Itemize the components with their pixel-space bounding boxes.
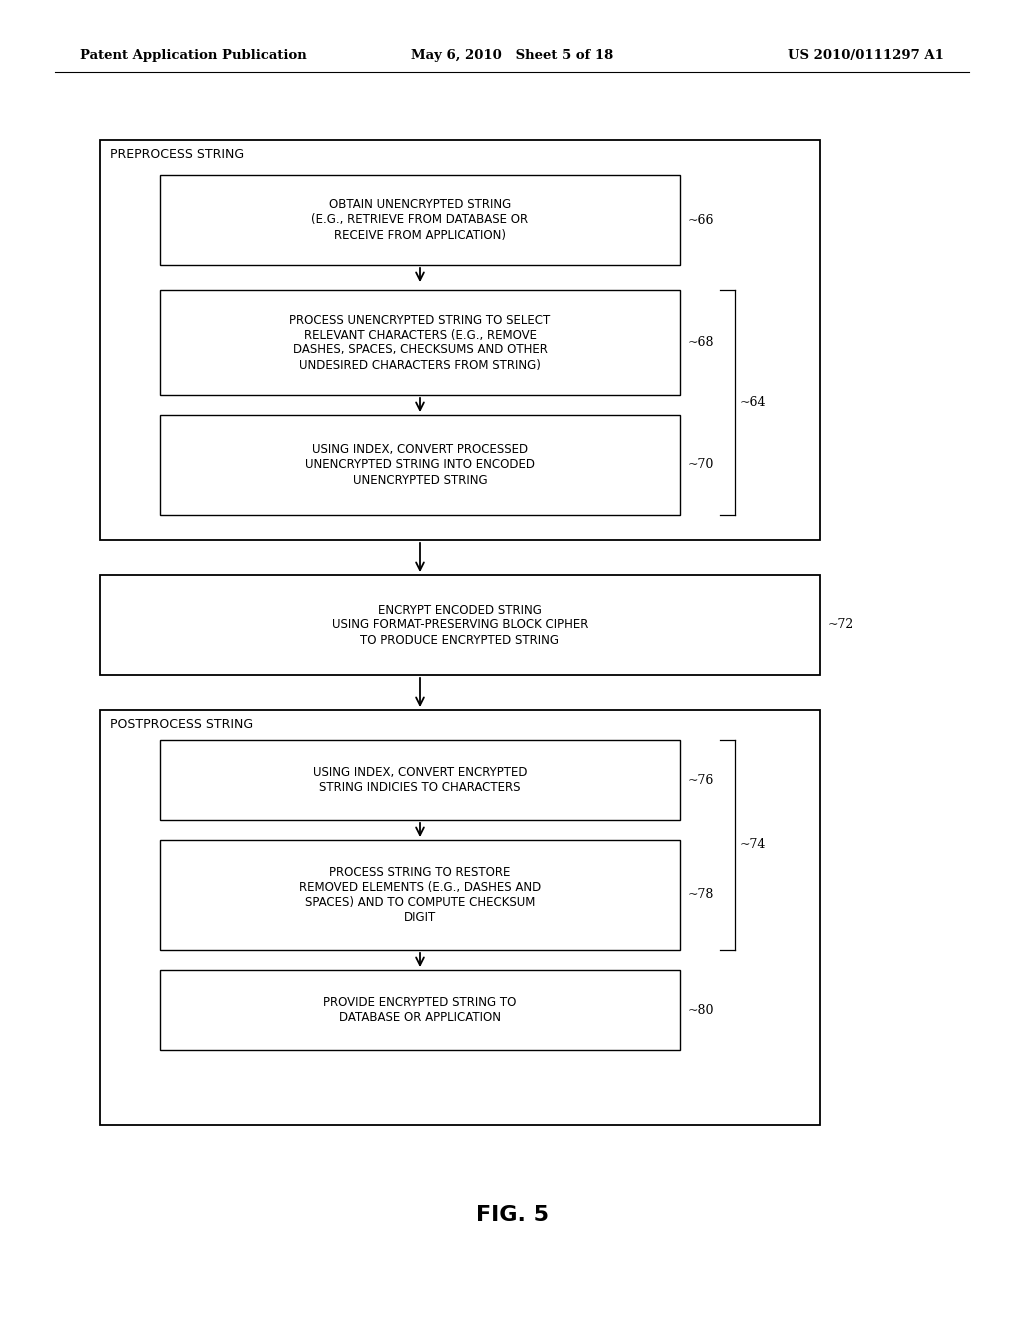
Bar	[100, 576, 820, 675]
Bar	[160, 741, 680, 820]
Text: ~74: ~74	[740, 838, 766, 851]
Bar	[100, 710, 820, 1125]
Text: US 2010/0111297 A1: US 2010/0111297 A1	[788, 49, 944, 62]
Text: ~64: ~64	[740, 396, 767, 409]
Text: ENCRYPT ENCODED STRING
USING FORMAT-PRESERVING BLOCK CIPHER
TO PRODUCE ENCRYPTED: ENCRYPT ENCODED STRING USING FORMAT-PRES…	[332, 603, 588, 647]
Bar	[160, 176, 680, 265]
Text: May 6, 2010   Sheet 5 of 18: May 6, 2010 Sheet 5 of 18	[411, 49, 613, 62]
Text: OBTAIN UNENCRYPTED STRING
(E.G., RETRIEVE FROM DATABASE OR
RECEIVE FROM APPLICAT: OBTAIN UNENCRYPTED STRING (E.G., RETRIEV…	[311, 198, 528, 242]
Bar	[160, 840, 680, 950]
Bar	[100, 140, 820, 540]
Text: PREPROCESS STRING: PREPROCESS STRING	[110, 148, 244, 161]
Bar	[160, 970, 680, 1049]
Text: ~72: ~72	[828, 619, 854, 631]
Text: ~76: ~76	[688, 774, 715, 787]
Text: PROCESS STRING TO RESTORE
REMOVED ELEMENTS (E.G., DASHES AND
SPACES) AND TO COMP: PROCESS STRING TO RESTORE REMOVED ELEMEN…	[299, 866, 541, 924]
Text: USING INDEX, CONVERT PROCESSED
UNENCRYPTED STRING INTO ENCODED
UNENCRYPTED STRIN: USING INDEX, CONVERT PROCESSED UNENCRYPT…	[305, 444, 535, 487]
Bar	[160, 290, 680, 395]
Text: Patent Application Publication: Patent Application Publication	[80, 49, 307, 62]
Text: ~66: ~66	[688, 214, 715, 227]
Text: ~68: ~68	[688, 337, 715, 348]
Text: ~78: ~78	[688, 888, 715, 902]
Text: PROCESS UNENCRYPTED STRING TO SELECT
RELEVANT CHARACTERS (E.G., REMOVE
DASHES, S: PROCESS UNENCRYPTED STRING TO SELECT REL…	[290, 314, 551, 371]
Text: ~80: ~80	[688, 1003, 715, 1016]
Text: FIG. 5: FIG. 5	[475, 1205, 549, 1225]
Text: PROVIDE ENCRYPTED STRING TO
DATABASE OR APPLICATION: PROVIDE ENCRYPTED STRING TO DATABASE OR …	[324, 997, 517, 1024]
Text: POSTPROCESS STRING: POSTPROCESS STRING	[110, 718, 253, 731]
Text: ~70: ~70	[688, 458, 715, 471]
Text: USING INDEX, CONVERT ENCRYPTED
STRING INDICIES TO CHARACTERS: USING INDEX, CONVERT ENCRYPTED STRING IN…	[312, 766, 527, 795]
Bar	[160, 414, 680, 515]
